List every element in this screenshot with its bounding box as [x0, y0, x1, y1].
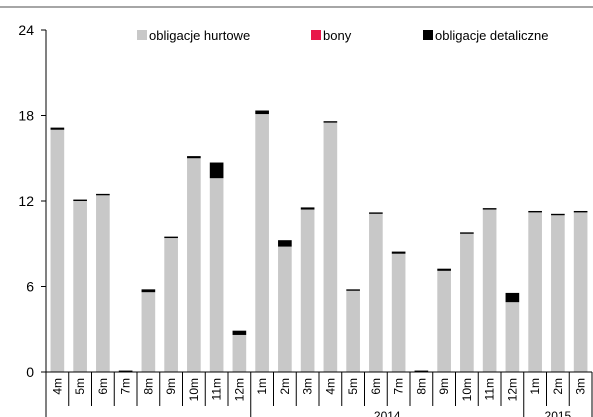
bar-segment	[437, 268, 451, 271]
bar-segment	[164, 238, 178, 372]
x-category-label: 2m	[278, 378, 292, 395]
bar-segment	[278, 246, 292, 372]
bar-segment	[391, 251, 406, 254]
bar-segment	[323, 122, 338, 372]
legend-label: obligacje detaliczne	[435, 28, 548, 43]
bar-segment	[551, 215, 565, 372]
bars	[50, 110, 588, 372]
bar-segment	[96, 195, 110, 372]
bar-segment	[414, 370, 429, 372]
x-category-label: 6m	[96, 378, 110, 395]
legend-label: obligacje hurtowe	[149, 28, 250, 43]
bar-segment	[482, 209, 497, 372]
bar-segment	[505, 292, 520, 303]
bar-segment	[141, 292, 156, 372]
y-tick-label: 12	[18, 193, 34, 209]
bar-segment	[460, 232, 474, 234]
bar-segment	[346, 289, 360, 291]
x-category-label: 1m	[255, 378, 269, 395]
x-category-label: 12m	[505, 378, 519, 401]
bar-segment	[369, 212, 383, 214]
x-category-label: 4m	[50, 378, 64, 395]
bar-segment	[232, 334, 247, 372]
x-category-label: 10m	[460, 378, 474, 401]
bar-segment	[187, 156, 201, 159]
legend-swatch	[311, 30, 321, 40]
legend: obligacje hurtowe bony obligacje detaliczn…	[137, 28, 548, 43]
legend-swatch	[423, 30, 433, 40]
x-category-label: 2m	[551, 378, 565, 395]
bar-segment	[300, 209, 315, 372]
x-category-label: 7m	[119, 378, 133, 395]
x-category-label: 12m	[232, 378, 246, 401]
x-category-label: 4m	[323, 378, 337, 395]
y-tick-label: 18	[18, 108, 34, 124]
x-category-label: 3m	[301, 378, 315, 395]
bar-segment	[551, 213, 565, 216]
bar-segment	[73, 201, 87, 372]
bar-segment	[96, 193, 110, 196]
bar-segment	[118, 370, 133, 372]
bar-segment	[437, 270, 451, 372]
x-category-label: 11m	[483, 378, 497, 400]
bar-segment	[573, 210, 588, 213]
x-category-label: 5m	[346, 378, 360, 395]
bar-segment	[482, 208, 497, 210]
bar-segment	[346, 290, 360, 372]
y-axis: 0 6 12 18 24	[18, 22, 47, 380]
year-label: 2014	[374, 409, 401, 417]
x-category-label: 10m	[187, 378, 201, 401]
bar-segment	[460, 233, 474, 372]
bar-segment	[505, 302, 520, 372]
x-category-label: 9m	[164, 378, 178, 395]
bar-segment	[232, 330, 247, 335]
x-category-label: 7m	[392, 378, 406, 395]
bar-segment	[528, 212, 542, 372]
bar-segment	[209, 162, 224, 179]
x-category-label: 6m	[369, 378, 383, 395]
bar-segment	[278, 240, 292, 247]
x-category-label: 5m	[73, 378, 87, 395]
x-category-label: 11m	[210, 378, 224, 400]
y-tick-label: 0	[26, 364, 34, 380]
y-tick-label: 6	[26, 279, 34, 295]
bar-segment	[573, 212, 588, 372]
x-category-label: 1m	[528, 378, 542, 395]
bar-segment	[255, 110, 269, 115]
x-category-label: 8m	[414, 378, 428, 395]
bar-segment	[528, 210, 542, 213]
bar-segment	[300, 207, 315, 210]
legend-label: bony	[323, 28, 352, 43]
bar-segment	[391, 253, 406, 372]
bar-segment	[187, 158, 201, 372]
x-category-label: 9m	[437, 378, 451, 395]
x-category-label: 3m	[574, 378, 588, 395]
bar-segment	[50, 129, 65, 372]
legend-swatch	[137, 30, 147, 40]
bar-segment	[141, 289, 156, 293]
year-label: 2015	[545, 409, 572, 417]
y-tick-label: 24	[18, 22, 34, 38]
bar-segment	[323, 121, 338, 123]
bar-segment	[369, 213, 383, 372]
bar-segment	[164, 236, 178, 239]
x-axis: 4m 5m 6m 7m 8m 9m 10m 11m 12m 1m 2m 3m 4m 5m 6m 7m 8m 9m 1…	[45, 371, 593, 417]
bar-segment	[255, 114, 269, 372]
bar-segment	[209, 178, 224, 372]
bar-segment	[50, 127, 65, 130]
bar-segment	[73, 199, 87, 201]
x-category-label: 8m	[141, 378, 155, 395]
